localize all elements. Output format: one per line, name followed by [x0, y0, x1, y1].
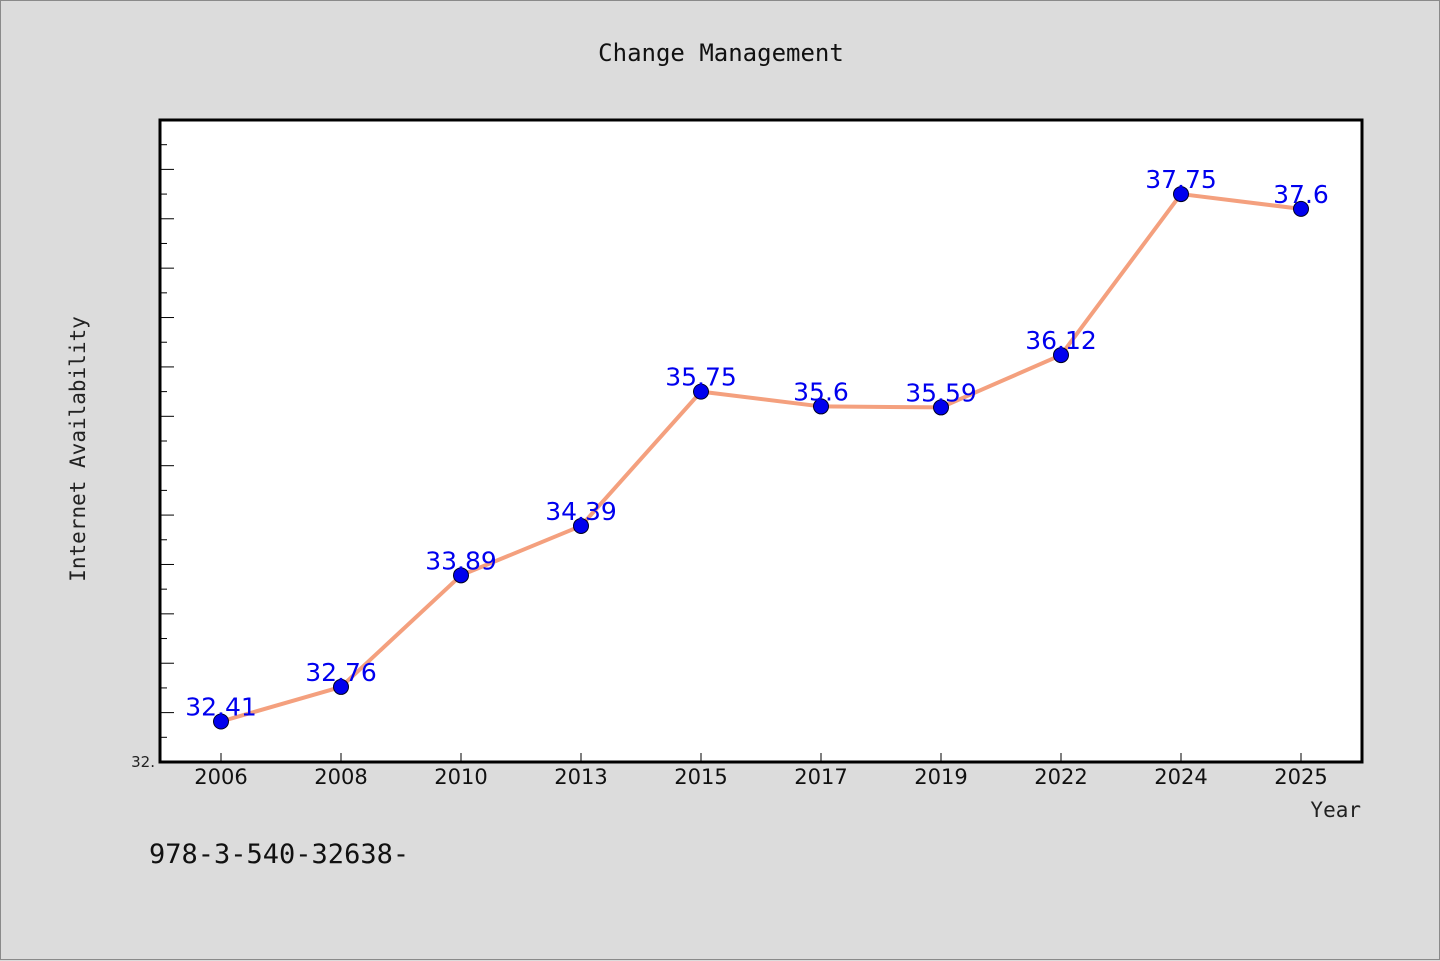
- series-markers: [213, 186, 1309, 730]
- data-label: 33.89: [425, 546, 497, 575]
- data-point: [693, 383, 709, 400]
- data-label: 35.6: [793, 377, 849, 406]
- x-tick-label: 2025: [1274, 765, 1327, 789]
- y-axis-ticks: [160, 119, 174, 763]
- x-tick-label: 2010: [434, 765, 487, 789]
- data-point: [933, 399, 949, 416]
- data-label: 35.75: [665, 363, 737, 392]
- x-tick-label: 2006: [194, 765, 247, 789]
- data-label: 37.6: [1273, 180, 1329, 209]
- plot-area: [158, 118, 1364, 764]
- data-label: 34.39: [545, 497, 617, 526]
- x-tick-label: 2019: [914, 765, 967, 789]
- x-tick-label: 2015: [674, 765, 727, 789]
- data-point: [453, 567, 469, 584]
- x-tick-label: 2022: [1034, 765, 1087, 789]
- x-tick-label: 2008: [314, 765, 367, 789]
- data-label: 36.12: [1025, 326, 1097, 355]
- x-tick-label: 2024: [1154, 765, 1207, 789]
- y-axis-label: Internet Availability: [66, 316, 90, 582]
- x-axis-ticks: [220, 753, 1302, 762]
- data-point: [573, 517, 589, 534]
- x-tick-label: 2017: [794, 765, 847, 789]
- data-point: [213, 713, 229, 730]
- series-line: [220, 192, 1302, 724]
- data-label: 32.76: [305, 658, 377, 687]
- data-label: 35.59: [905, 378, 977, 407]
- footnote: 978-3-540-32638-: [149, 839, 409, 870]
- data-point: [333, 678, 349, 695]
- x-tick-label: 2013: [554, 765, 607, 789]
- x-axis-label: Year: [1310, 798, 1361, 822]
- data-point: [813, 398, 829, 415]
- data-point: [1053, 347, 1069, 364]
- series-line-group: [220, 192, 1302, 724]
- chart-title: Change Management: [598, 39, 844, 67]
- data-label: 37.75: [1145, 165, 1217, 194]
- data-point: [1293, 200, 1309, 217]
- y-tick-label: 32.: [131, 753, 155, 771]
- data-labels: 32.41 32.76 33.89 34.39 35.75 35.6 35.59 36.12 3…: [185, 165, 1329, 721]
- data-label: 32.41: [185, 693, 257, 722]
- x-axis-tick-labels: 2006 2008 2010 2013 2015 2017 2019 2022 2024 2025: [194, 765, 1327, 789]
- data-point: [1173, 186, 1189, 203]
